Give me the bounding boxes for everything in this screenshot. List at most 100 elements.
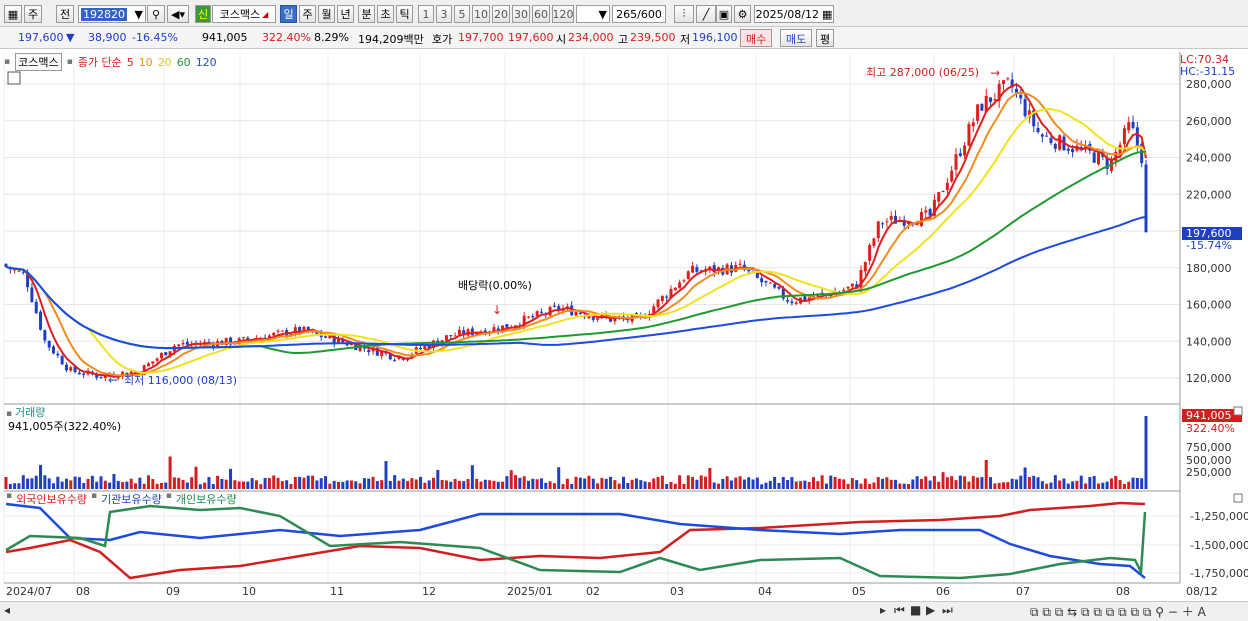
x-tick-label: 07 <box>1016 585 1030 598</box>
legend-stock-name[interactable]: 코스맥스 <box>15 53 62 71</box>
candle <box>1135 127 1139 146</box>
chart-menu-icon[interactable]: ▦ <box>4 5 22 23</box>
period-button-week[interactable]: 주 <box>24 5 42 23</box>
scroll-left-icon[interactable]: ◂ <box>4 603 11 617</box>
tab-week[interactable]: 주 <box>299 5 316 23</box>
volume-value: 941,005 <box>202 31 248 44</box>
candle <box>453 335 457 337</box>
volume-bar <box>1140 478 1144 489</box>
gear-icon[interactable]: ⚙ <box>734 5 751 23</box>
volume-bar <box>1045 483 1049 489</box>
tab-tick[interactable]: 틱 <box>396 5 413 23</box>
candle <box>989 97 993 102</box>
play-icon[interactable]: ▶ <box>926 603 936 617</box>
volume-bar <box>1040 481 1044 489</box>
volume-bar <box>185 482 189 489</box>
bid-price-2: 197,600 <box>508 31 554 44</box>
period-button-prev[interactable]: 전 <box>56 5 74 23</box>
interval-30[interactable]: 30 <box>512 5 530 23</box>
volume-bar <box>147 475 150 489</box>
volume-bar <box>812 477 815 489</box>
candle <box>64 364 68 371</box>
tab-year[interactable]: 년 <box>337 5 354 23</box>
volume-bar <box>505 476 509 489</box>
interval-10[interactable]: 10 <box>472 5 490 23</box>
candle <box>587 316 591 319</box>
candle <box>954 154 958 170</box>
tab-second[interactable]: 초 <box>377 5 394 23</box>
candle <box>764 280 768 283</box>
search-icon[interactable]: ⚲ <box>147 5 165 23</box>
sell-button[interactable]: 매도 <box>780 29 813 47</box>
volume-bar <box>1084 483 1088 489</box>
interval-1[interactable]: 1 <box>418 5 434 23</box>
stock-code-input[interactable]: 192820 ▼ <box>78 5 146 23</box>
jump-start-icon[interactable]: ⏮ <box>894 603 905 617</box>
toolbar: ▦ 주 전 192820 ▼ ⚲ ◀▾ 신 코스맥스 ◢ 일 주 월 년 분 초 틱… <box>0 0 1248 27</box>
volume-bar <box>492 480 496 489</box>
candle <box>850 283 854 287</box>
date-input[interactable]: 2025/08/12 ▦ <box>754 5 834 23</box>
custom-interval-select[interactable]: ▼ <box>576 5 610 23</box>
candle <box>609 317 613 322</box>
volume-bar <box>898 483 902 489</box>
chart-area[interactable]: 280,000260,000240,000220,000200,000180,0… <box>0 49 1248 601</box>
interval-120[interactable]: 120 <box>552 5 574 23</box>
volume-bar <box>1006 482 1010 489</box>
candle <box>505 324 509 328</box>
hc-value: HC:-31.15 <box>1180 65 1235 78</box>
save-icon[interactable]: ▣ <box>716 5 732 23</box>
volume-tag-text: 941,005 <box>1186 409 1232 422</box>
candle <box>1010 79 1014 88</box>
candle <box>842 289 846 292</box>
volume-bar <box>850 478 854 489</box>
volume-bar <box>198 484 202 489</box>
volume-bar <box>341 481 345 489</box>
draw-line-icon[interactable]: ╱ <box>696 5 716 23</box>
candle <box>1140 144 1144 164</box>
stock-name[interactable]: 코스맥스 ◢ <box>212 5 276 23</box>
volume-bar <box>1066 483 1070 489</box>
candle <box>328 334 332 339</box>
bid-price-1: 197,700 <box>458 31 504 44</box>
jump-end-icon[interactable]: ⏭ <box>942 603 953 617</box>
panel-close-icon[interactable] <box>1233 493 1243 503</box>
candle <box>846 286 850 289</box>
volume-bar <box>660 475 664 489</box>
volume-bar <box>794 481 798 489</box>
eval-button[interactable]: 평 <box>816 29 835 47</box>
count-input[interactable]: 265/600 <box>612 5 666 23</box>
volume-bar <box>311 475 315 489</box>
interval-3[interactable]: 3 <box>436 5 452 23</box>
candle <box>155 358 159 361</box>
scroll-bar[interactable]: ◂ ▸ ⏮ ■ ▶ ⏭ ⧉ ⧉ ⧉ ⇆ ⧉ ⧉ ⧉ ⧉ ⧉ ⧉ ⚲ − ＋ A <box>0 601 1248 621</box>
candle <box>116 377 120 379</box>
volume-bar <box>954 480 958 489</box>
panel-close-icon[interactable] <box>1233 406 1243 416</box>
tool-icons[interactable]: ⧉ ⧉ ⧉ ⇆ ⧉ ⧉ ⧉ ⧉ ⧉ ⧉ ⚲ − ＋ A <box>1030 605 1206 619</box>
interval-20[interactable]: 20 <box>492 5 510 23</box>
candle <box>177 344 181 347</box>
tab-minute[interactable]: 분 <box>358 5 375 23</box>
table-toggle-icon[interactable] <box>7 71 21 85</box>
high-arrow-icon: → <box>990 66 1000 80</box>
volume-bar <box>837 478 841 489</box>
stop-icon[interactable]: ■ <box>910 603 922 617</box>
interval-60[interactable]: 60 <box>532 5 550 23</box>
tab-day[interactable]: 일 <box>280 5 297 23</box>
candle <box>457 329 461 335</box>
candle-type-icon[interactable]: ⫶ <box>674 5 694 23</box>
volume-bar <box>380 480 384 489</box>
tab-month[interactable]: 월 <box>318 5 335 23</box>
interval-5[interactable]: 5 <box>454 5 470 23</box>
volume-bar <box>501 481 505 489</box>
candle <box>686 271 690 280</box>
scroll-right-icon[interactable]: ▸ <box>880 603 887 617</box>
volume-bar <box>682 483 686 489</box>
volume-bar <box>129 478 133 489</box>
candle <box>634 313 638 315</box>
speaker-icon[interactable]: ◀▾ <box>167 5 189 23</box>
candle <box>52 346 55 354</box>
x-tick-label: 05 <box>852 585 866 598</box>
buy-button[interactable]: 매수 <box>740 29 773 47</box>
